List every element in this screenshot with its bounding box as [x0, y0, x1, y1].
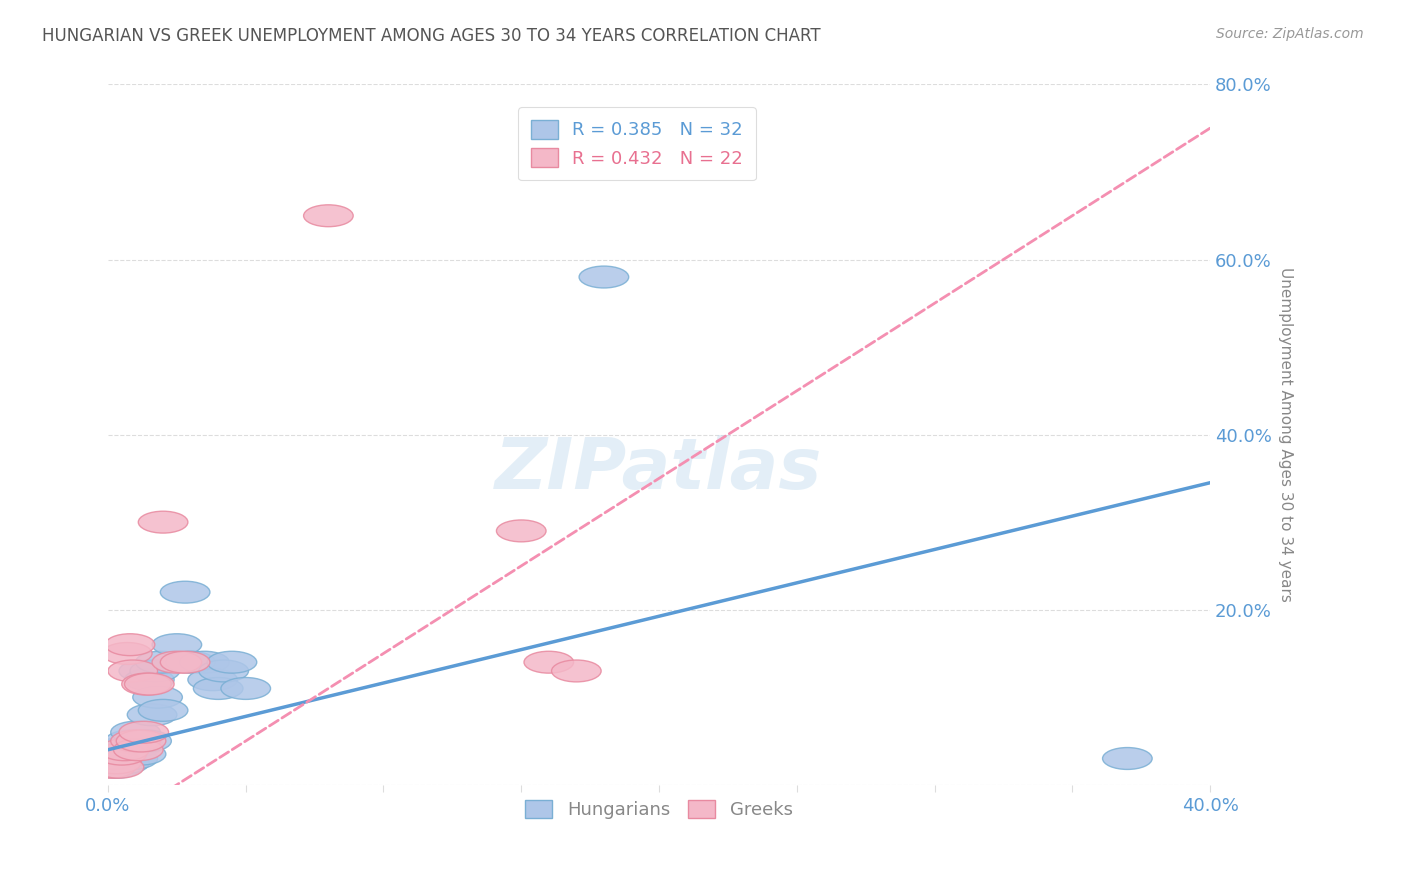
Ellipse shape: [579, 266, 628, 288]
Ellipse shape: [114, 734, 163, 756]
Ellipse shape: [100, 739, 149, 761]
Ellipse shape: [94, 756, 143, 778]
Ellipse shape: [188, 669, 238, 690]
Ellipse shape: [207, 651, 257, 673]
Ellipse shape: [108, 747, 157, 770]
Ellipse shape: [97, 743, 146, 765]
Y-axis label: Unemployment Among Ages 30 to 34 years: Unemployment Among Ages 30 to 34 years: [1278, 268, 1292, 602]
Ellipse shape: [138, 699, 188, 722]
Ellipse shape: [89, 747, 138, 770]
Ellipse shape: [152, 651, 201, 673]
Ellipse shape: [138, 511, 188, 533]
Ellipse shape: [198, 660, 249, 681]
Ellipse shape: [97, 747, 146, 770]
Ellipse shape: [496, 520, 546, 541]
Ellipse shape: [166, 651, 215, 673]
Ellipse shape: [94, 743, 143, 765]
Text: HUNGARIAN VS GREEK UNEMPLOYMENT AMONG AGES 30 TO 34 YEARS CORRELATION CHART: HUNGARIAN VS GREEK UNEMPLOYMENT AMONG AG…: [42, 27, 821, 45]
Ellipse shape: [551, 660, 602, 681]
Ellipse shape: [122, 673, 172, 695]
Ellipse shape: [160, 582, 209, 603]
Text: Source: ZipAtlas.com: Source: ZipAtlas.com: [1216, 27, 1364, 41]
Ellipse shape: [117, 743, 166, 765]
Ellipse shape: [86, 747, 135, 770]
Ellipse shape: [128, 704, 177, 726]
Ellipse shape: [86, 756, 135, 778]
Ellipse shape: [152, 633, 201, 656]
Ellipse shape: [125, 669, 174, 690]
Ellipse shape: [120, 660, 169, 681]
Ellipse shape: [114, 739, 163, 761]
Text: ZIPatlas: ZIPatlas: [495, 435, 823, 504]
Ellipse shape: [120, 722, 169, 743]
Ellipse shape: [111, 722, 160, 743]
Ellipse shape: [634, 135, 683, 157]
Ellipse shape: [221, 678, 270, 699]
Ellipse shape: [160, 651, 209, 673]
Ellipse shape: [91, 756, 141, 778]
Legend: R = 0.385   N = 32, R = 0.432   N = 22: R = 0.385 N = 32, R = 0.432 N = 22: [519, 107, 756, 180]
Ellipse shape: [194, 678, 243, 699]
Ellipse shape: [180, 651, 229, 673]
Ellipse shape: [132, 686, 183, 708]
Ellipse shape: [108, 660, 157, 681]
Ellipse shape: [103, 642, 152, 665]
Ellipse shape: [125, 673, 174, 695]
Ellipse shape: [129, 660, 180, 681]
Ellipse shape: [111, 730, 160, 752]
Ellipse shape: [304, 205, 353, 227]
Ellipse shape: [103, 739, 152, 761]
Ellipse shape: [89, 739, 138, 761]
Ellipse shape: [100, 752, 149, 774]
Ellipse shape: [524, 651, 574, 673]
Ellipse shape: [105, 633, 155, 656]
Ellipse shape: [122, 730, 172, 752]
Ellipse shape: [135, 651, 186, 673]
Ellipse shape: [117, 730, 166, 752]
Ellipse shape: [1102, 747, 1152, 770]
Ellipse shape: [91, 752, 141, 774]
Ellipse shape: [105, 730, 155, 752]
